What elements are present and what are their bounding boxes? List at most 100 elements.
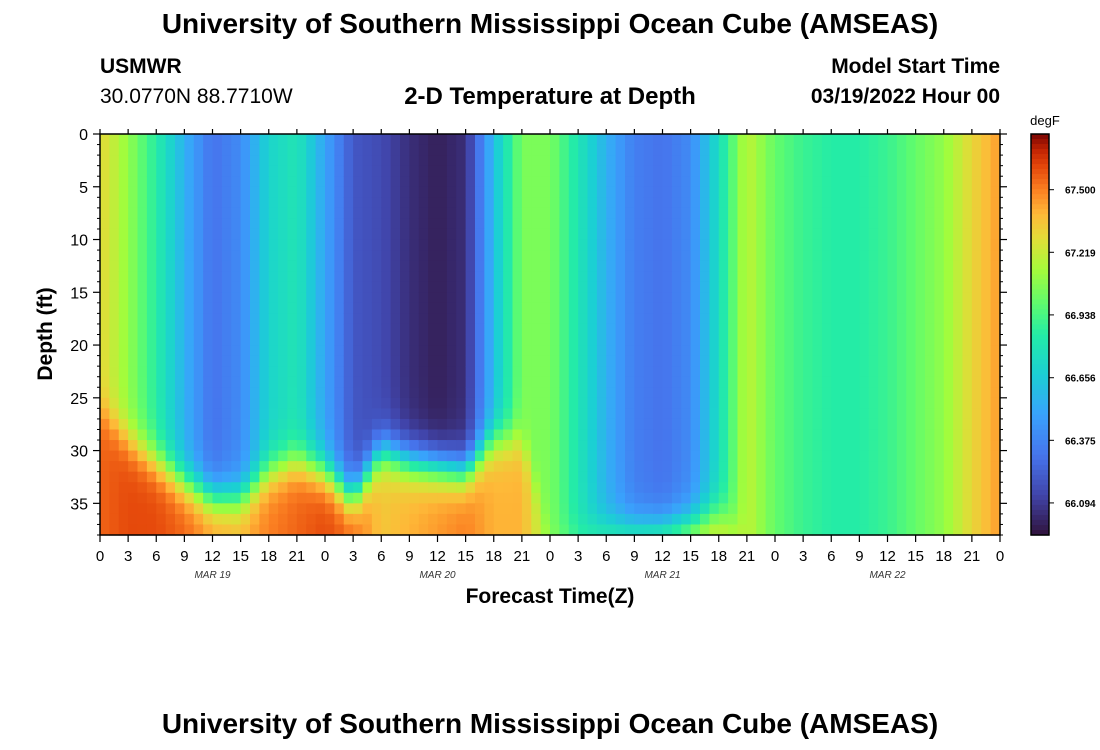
heatmap-cell xyxy=(962,482,973,494)
heatmap-cell xyxy=(418,218,429,230)
heatmap-cell xyxy=(653,376,664,388)
heatmap-cell xyxy=(156,387,167,399)
x-tick-label: 3 xyxy=(124,548,132,565)
heatmap-cell xyxy=(437,207,448,220)
heatmap-cell xyxy=(475,197,485,209)
heatmap-cell xyxy=(240,250,251,262)
colorbar-tick-label: 67.219 xyxy=(1065,248,1096,259)
heatmap-cell xyxy=(212,281,223,293)
heatmap-cell xyxy=(671,524,682,536)
heatmap-cell xyxy=(512,345,523,357)
heatmap-cell xyxy=(240,482,251,494)
heatmap-cell xyxy=(278,418,289,431)
heatmap-cell xyxy=(896,418,907,431)
heatmap-cell xyxy=(146,271,157,283)
heatmap-cell xyxy=(643,144,654,156)
heatmap-cell xyxy=(943,450,954,462)
heatmap-cell xyxy=(287,176,298,188)
heatmap-cell xyxy=(371,482,382,494)
colorbar-swatch xyxy=(1031,299,1049,306)
heatmap-cell xyxy=(559,471,570,483)
heatmap-cell xyxy=(212,524,223,536)
heatmap-cell xyxy=(578,429,589,441)
heatmap-cell xyxy=(371,292,382,304)
heatmap-cell xyxy=(906,429,917,441)
heatmap-cell xyxy=(643,207,654,220)
heatmap-cell xyxy=(775,334,785,346)
heatmap-cell xyxy=(587,281,598,293)
heatmap-cell xyxy=(521,228,532,241)
heatmap-cell xyxy=(128,418,139,431)
heatmap-cell xyxy=(428,376,439,388)
heatmap-cell xyxy=(596,461,607,473)
heatmap-cell xyxy=(268,218,279,230)
heatmap-cell xyxy=(306,302,317,314)
heatmap-cell xyxy=(446,503,457,515)
heatmap-cell xyxy=(615,418,626,431)
heatmap-cell xyxy=(268,281,279,293)
heatmap-cell xyxy=(625,376,635,388)
heatmap-cell xyxy=(934,440,945,452)
heatmap-cell xyxy=(390,471,401,483)
heatmap-cell xyxy=(334,513,345,526)
heatmap-cell xyxy=(653,228,664,241)
heatmap-cell xyxy=(662,281,673,293)
heatmap-cell xyxy=(587,397,598,409)
heatmap-cell xyxy=(962,355,973,367)
heatmap-cell xyxy=(718,155,729,167)
heatmap-cell xyxy=(446,323,457,336)
heatmap-cell xyxy=(221,292,232,304)
heatmap-cell xyxy=(437,418,448,431)
heatmap-cell xyxy=(990,345,1001,357)
colorbar-swatch xyxy=(1031,154,1049,160)
heatmap-cell xyxy=(718,323,729,336)
heatmap-cell xyxy=(175,418,185,431)
heatmap-cell xyxy=(381,228,392,241)
heatmap-cell xyxy=(456,418,467,431)
heatmap-cell xyxy=(446,366,457,378)
heatmap-cell xyxy=(625,197,635,209)
heatmap-cell xyxy=(137,260,148,272)
heatmap-cell xyxy=(718,440,729,452)
heatmap-cell xyxy=(240,471,251,483)
heatmap-cell xyxy=(812,418,823,431)
heatmap-cell xyxy=(906,176,917,188)
heatmap-cell xyxy=(484,450,495,462)
heatmap-cell xyxy=(831,461,842,473)
heatmap-cell xyxy=(821,313,832,325)
heatmap-cell xyxy=(306,228,317,241)
heatmap-cell xyxy=(568,176,579,188)
heatmap-cell xyxy=(221,197,232,209)
heatmap-cell xyxy=(803,176,814,188)
heatmap-cell xyxy=(812,429,823,441)
heatmap-cell xyxy=(231,218,242,230)
heatmap-cell xyxy=(100,281,110,293)
heatmap-cell xyxy=(587,239,598,251)
heatmap-cell xyxy=(625,228,635,241)
heatmap-cell xyxy=(559,207,570,220)
heatmap-cell xyxy=(578,471,589,483)
heatmap-cell xyxy=(137,186,148,198)
heatmap-cell xyxy=(568,376,579,388)
heatmap-cell xyxy=(850,302,860,314)
heatmap-cell xyxy=(250,492,260,504)
heatmap-cell xyxy=(746,250,757,262)
heatmap-cell xyxy=(953,207,964,220)
heatmap-cell xyxy=(512,281,523,293)
heatmap-cell xyxy=(493,503,504,515)
heatmap-cell xyxy=(184,313,195,325)
heatmap-cell xyxy=(606,197,617,209)
heatmap-cell xyxy=(868,366,879,378)
heatmap-cell xyxy=(746,461,757,473)
heatmap-cell xyxy=(446,197,457,209)
heatmap-cell xyxy=(212,292,223,304)
heatmap-cell xyxy=(596,345,607,357)
heatmap-cell xyxy=(700,440,710,452)
heatmap-cell xyxy=(821,492,832,504)
heatmap-cell xyxy=(746,450,757,462)
heatmap-cell xyxy=(831,313,842,325)
heatmap-cell xyxy=(587,313,598,325)
heatmap-cell xyxy=(868,323,879,336)
heatmap-cell xyxy=(953,482,964,494)
colorbar-swatch xyxy=(1031,324,1049,331)
